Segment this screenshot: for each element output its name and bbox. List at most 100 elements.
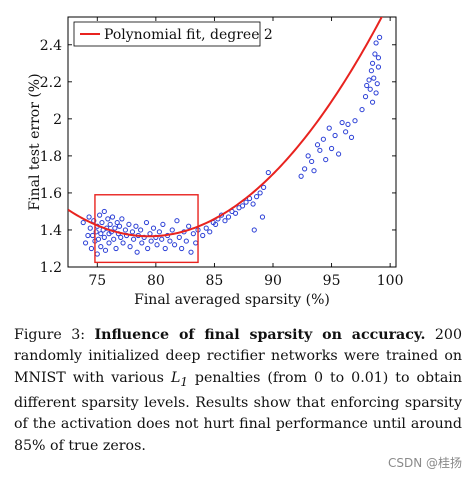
data-point	[131, 236, 137, 242]
data-point	[126, 221, 132, 228]
fit-curve	[68, 17, 383, 238]
data-point	[82, 240, 89, 246]
data-point	[193, 240, 199, 246]
data-point	[150, 225, 157, 231]
data-point	[118, 234, 124, 240]
data-point	[107, 221, 113, 228]
y-tick-label: 1.8	[40, 149, 62, 165]
data-point	[139, 240, 145, 246]
data-point	[364, 82, 370, 89]
caption-title: Influence of final sparsity on accuracy.	[94, 327, 426, 343]
caption-variable: L1	[170, 369, 188, 389]
data-point	[156, 229, 162, 235]
data-point	[373, 90, 379, 96]
data-point	[148, 238, 154, 244]
data-point	[298, 173, 304, 179]
data-point	[261, 184, 267, 190]
y-tick-label: 2	[53, 112, 62, 128]
data-point	[106, 240, 112, 246]
data-point	[147, 231, 153, 237]
data-point	[98, 231, 104, 237]
data-point	[362, 94, 369, 100]
data-point	[133, 223, 139, 229]
data-point	[348, 134, 355, 140]
data-point	[90, 232, 96, 239]
data-point	[143, 219, 150, 226]
sparsity-error-chart: 75 80 85 90 95 100 1.2 1.4 1.6 1.8 2 2.2 2.4 Final av…	[27, 16, 404, 308]
data-point	[179, 245, 185, 252]
data-point	[265, 169, 271, 176]
data-point	[174, 218, 180, 224]
x-tick-label: 85	[206, 273, 224, 289]
legend-box	[73, 21, 261, 47]
data-point	[190, 231, 196, 237]
data-point	[225, 214, 232, 220]
data-point	[200, 232, 206, 239]
data-point	[127, 244, 133, 250]
data-point	[101, 234, 107, 240]
data-point	[85, 232, 91, 239]
x-axis-label: Final averaged sparsity (%)	[134, 292, 330, 308]
data-point	[339, 119, 345, 126]
data-point	[374, 81, 380, 87]
data-point	[97, 212, 103, 218]
data-point	[105, 216, 111, 222]
data-point	[239, 203, 246, 209]
data-point	[114, 219, 120, 226]
data-point	[203, 225, 209, 231]
data-point	[169, 227, 175, 233]
data-point	[368, 68, 374, 74]
y-tick-label: 2.2	[40, 75, 62, 91]
data-point	[250, 201, 256, 207]
data-point	[213, 221, 219, 228]
data-point	[162, 245, 168, 252]
data-point	[188, 249, 194, 255]
data-point	[369, 60, 376, 66]
data-point	[343, 129, 349, 135]
data-point	[375, 64, 382, 70]
data-point	[377, 34, 383, 40]
data-point	[116, 223, 123, 229]
data-point	[134, 249, 140, 255]
data-point	[98, 244, 104, 250]
data-point	[95, 236, 102, 242]
data-point	[305, 153, 311, 159]
data-point	[309, 158, 315, 165]
legend-label: Polynomial fit, degree 2	[104, 27, 273, 43]
data-point	[112, 225, 118, 231]
data-point	[375, 55, 382, 61]
data-point	[176, 234, 182, 240]
caption-label: Figure 3:	[14, 327, 86, 343]
data-point	[93, 229, 99, 235]
data-point	[302, 166, 308, 172]
data-point	[257, 190, 263, 196]
y-axis-label: Final test error (%)	[27, 73, 43, 210]
data-point	[352, 118, 358, 124]
figure-caption: Figure 3: Influence of final sparsity on…	[14, 325, 462, 457]
caption-variable-name: L	[170, 369, 181, 386]
data-point	[222, 218, 228, 224]
data-point	[366, 77, 372, 83]
data-point	[254, 194, 260, 200]
data-point	[369, 99, 376, 105]
data-point	[186, 223, 192, 229]
highlight-box	[94, 194, 199, 264]
data-point	[80, 219, 86, 226]
data-point	[320, 136, 326, 142]
caption-variable-subscript: 1	[180, 374, 188, 389]
data-point	[138, 227, 144, 233]
data-point	[129, 229, 136, 235]
data-point	[119, 216, 125, 222]
data-point	[359, 106, 365, 113]
data-point	[102, 247, 109, 253]
data-point	[94, 251, 100, 257]
data-point	[326, 125, 332, 131]
x-tick-label: 95	[323, 273, 341, 289]
data-point	[332, 132, 338, 139]
data-point	[167, 238, 173, 244]
x-tick-label: 80	[147, 273, 165, 289]
caption-text-part2: penalties (from 0 to 0.01) to obtain dif…	[14, 369, 462, 454]
data-point	[154, 242, 160, 248]
data-point	[160, 221, 166, 228]
data-point	[311, 168, 317, 174]
